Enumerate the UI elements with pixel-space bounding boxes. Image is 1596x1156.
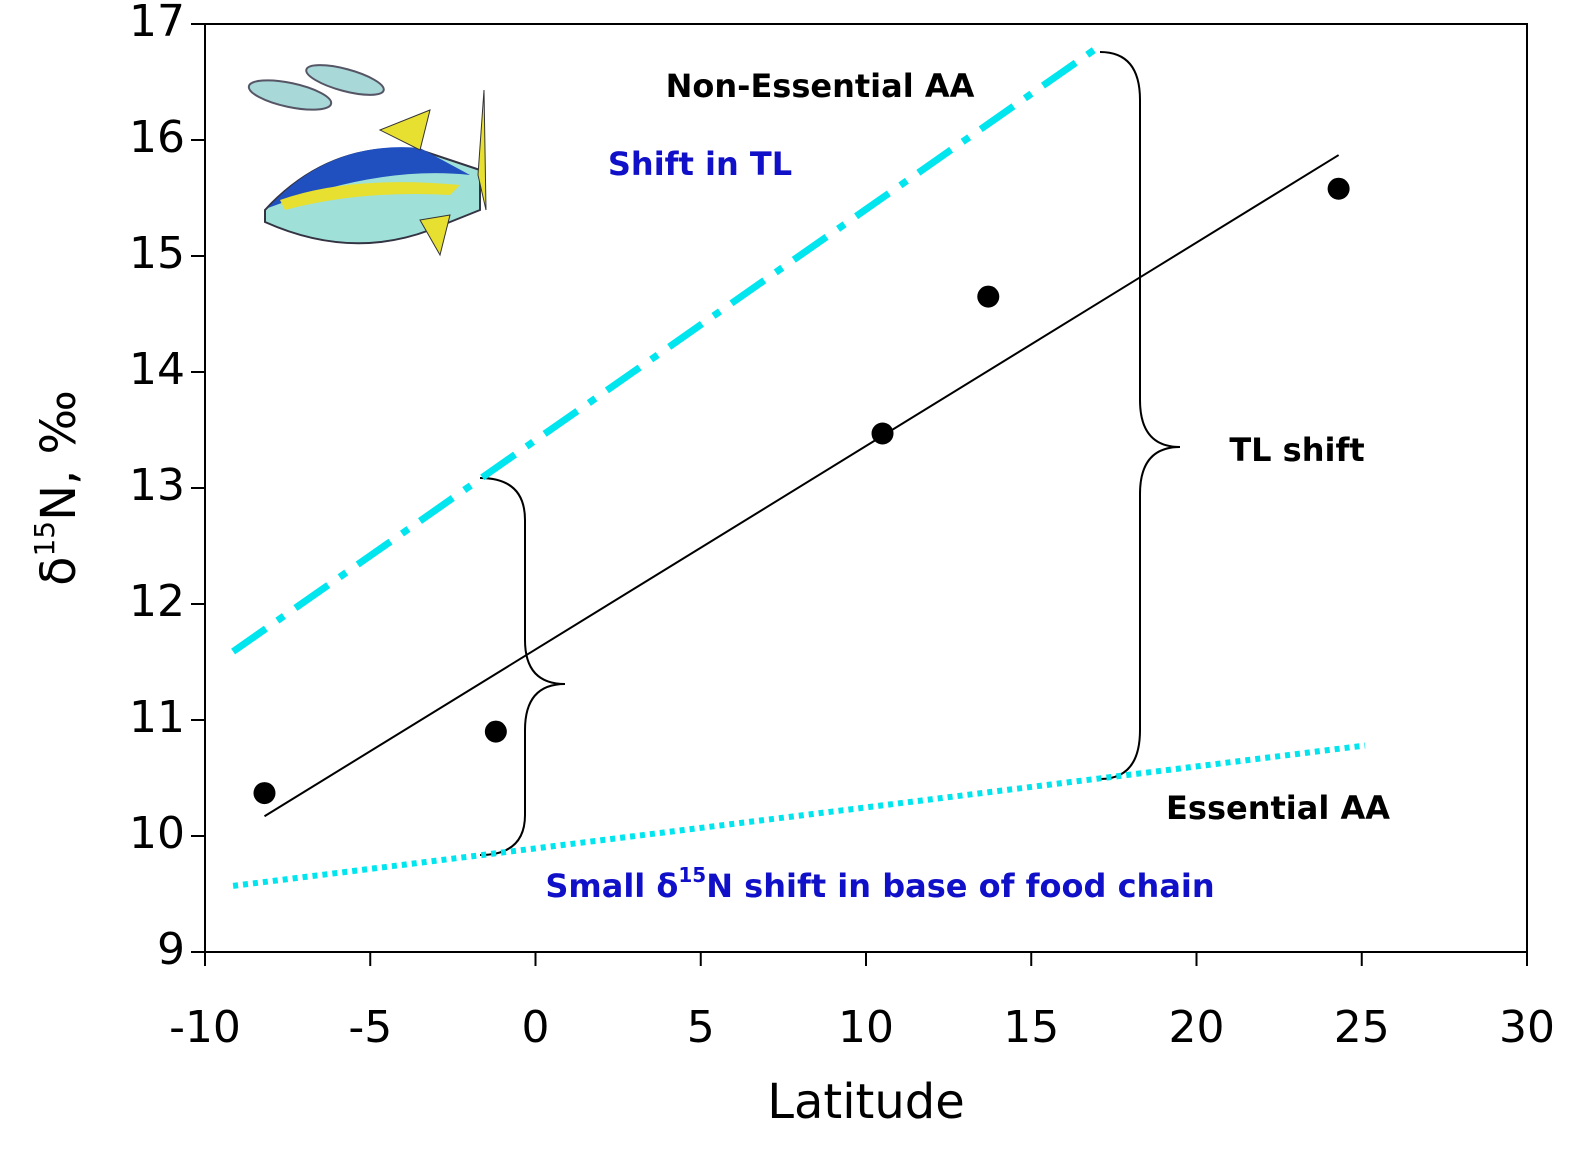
- text-part: Non-Essential AA: [666, 67, 975, 105]
- y-tick-label: 17: [129, 0, 185, 47]
- x-tick-label: 10: [838, 1002, 894, 1053]
- x-axis-label: Latitude: [767, 1074, 965, 1130]
- x-tick-label: 0: [522, 1002, 550, 1053]
- annotation: Non-Essential AA: [666, 67, 975, 105]
- data-point: [1327, 177, 1350, 200]
- text-part: Shift in TL: [608, 145, 792, 183]
- trend-line: [232, 742, 1366, 889]
- data-point: [977, 285, 1000, 308]
- text-part: Small δ: [545, 867, 678, 905]
- data-point: [871, 422, 894, 445]
- x-tick-label: 15: [1003, 1002, 1059, 1053]
- annotation: Shift in TL: [608, 145, 792, 183]
- data-point: [253, 782, 276, 805]
- y-tick-label: 14: [129, 344, 185, 395]
- data-point: [484, 720, 507, 743]
- y-tick-label: 11: [129, 692, 185, 743]
- x-tick-label: -5: [348, 1002, 392, 1053]
- text-part: 15: [28, 521, 61, 557]
- x-tick-label: 5: [687, 1002, 715, 1053]
- y-tick-label: 9: [157, 924, 185, 975]
- trend-line: [231, 40, 1105, 655]
- text-part: Essential AA: [1166, 789, 1390, 827]
- brace: [1099, 51, 1181, 780]
- text-part: N, ‰: [31, 390, 87, 521]
- fish-illustration: [247, 64, 487, 257]
- y-tick-label: 12: [129, 576, 185, 627]
- brace: [479, 477, 566, 856]
- x-tick-label: 30: [1499, 1002, 1555, 1053]
- text-part: N shift in base of food chain: [706, 867, 1214, 905]
- trend-line: [263, 154, 1340, 818]
- text-part: δ: [31, 557, 87, 586]
- x-tick-label: 20: [1169, 1002, 1225, 1053]
- annotation: Small δ15N shift in base of food chain: [545, 863, 1214, 906]
- y-tick-label: 16: [129, 112, 185, 163]
- annotation: TL shift: [1229, 431, 1364, 469]
- y-axis-label: δ15N, ‰: [28, 390, 88, 586]
- y-tick-label: 10: [129, 808, 185, 859]
- y-tick-label: 13: [129, 460, 185, 511]
- text-part: 15: [678, 863, 706, 887]
- y-tick-label: 15: [129, 228, 185, 279]
- x-tick-label: 25: [1334, 1002, 1390, 1053]
- x-tick-label: -10: [169, 1002, 241, 1053]
- text-part: TL shift: [1229, 431, 1364, 469]
- annotation: Essential AA: [1166, 789, 1390, 827]
